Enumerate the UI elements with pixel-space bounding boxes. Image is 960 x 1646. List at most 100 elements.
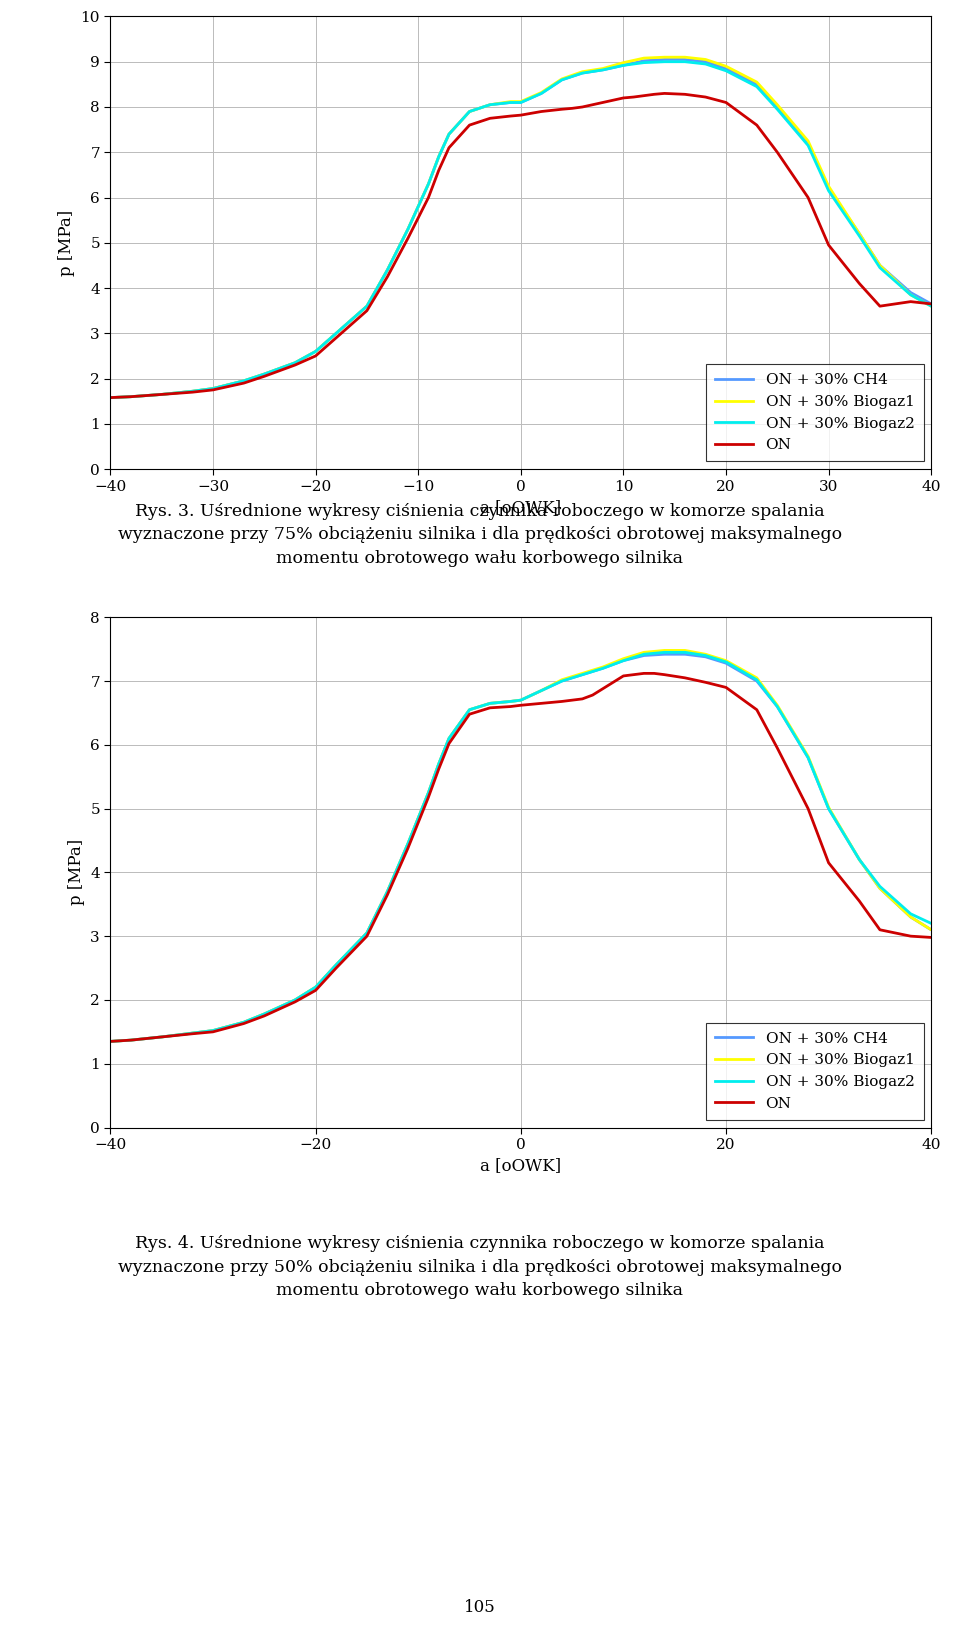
ON <box>156 385 167 405</box>
ON <box>638 86 650 105</box>
ON + 30% Biogaz2 <box>617 650 629 670</box>
ON + 30% Biogaz1 <box>186 382 198 402</box>
ON + 30% CH4 <box>617 650 629 670</box>
ON + 30% CH4 <box>617 56 629 76</box>
ON + 30% Biogaz1 <box>925 296 937 316</box>
ON + 30% CH4 <box>823 798 834 818</box>
ON + 30% CH4 <box>536 681 547 701</box>
ON + 30% Biogaz2 <box>772 696 783 716</box>
ON + 30% Biogaz2 <box>186 382 198 402</box>
ON + 30% CH4 <box>875 879 886 899</box>
ON + 30% CH4 <box>515 92 526 112</box>
ON <box>413 207 424 227</box>
ON <box>772 737 783 757</box>
ON + 30% Biogaz1 <box>186 1024 198 1044</box>
ON <box>289 356 300 375</box>
ON + 30% Biogaz1 <box>238 370 250 390</box>
ON <box>382 886 394 905</box>
ON <box>617 667 629 686</box>
ON + 30% Biogaz2 <box>330 955 342 974</box>
ON + 30% Biogaz2 <box>382 882 394 902</box>
ON + 30% Biogaz1 <box>700 49 711 69</box>
ON + 30% CH4 <box>803 747 814 767</box>
ON + 30% Biogaz1 <box>803 132 814 151</box>
ON + 30% Biogaz2 <box>484 95 495 115</box>
ON <box>258 367 270 387</box>
ON <box>648 663 660 683</box>
ON + 30% Biogaz1 <box>597 657 609 677</box>
ON + 30% CH4 <box>433 146 444 166</box>
ON + 30% CH4 <box>597 658 609 678</box>
ON + 30% Biogaz2 <box>402 219 414 239</box>
ON + 30% Biogaz1 <box>464 102 475 122</box>
ON <box>905 927 917 946</box>
ON + 30% Biogaz2 <box>556 71 567 91</box>
ON + 30% Biogaz2 <box>905 285 917 305</box>
Legend: ON + 30% CH4, ON + 30% Biogaz1, ON + 30% Biogaz2, ON: ON + 30% CH4, ON + 30% Biogaz1, ON + 30%… <box>706 1022 924 1119</box>
ON + 30% Biogaz2 <box>638 53 650 72</box>
ON + 30% Biogaz2 <box>207 1021 219 1040</box>
ON <box>433 759 444 779</box>
ON <box>361 927 372 946</box>
ON + 30% Biogaz1 <box>772 695 783 714</box>
ON + 30% Biogaz1 <box>925 920 937 940</box>
ON <box>505 107 516 127</box>
ON + 30% Biogaz2 <box>105 388 116 408</box>
ON + 30% Biogaz1 <box>289 989 300 1009</box>
Line: ON + 30% CH4: ON + 30% CH4 <box>110 653 931 1042</box>
ON + 30% Biogaz1 <box>105 1032 116 1052</box>
ON + 30% Biogaz1 <box>330 955 342 974</box>
ON + 30% Biogaz1 <box>515 690 526 709</box>
ON + 30% Biogaz2 <box>422 174 434 194</box>
ON + 30% Biogaz1 <box>125 1030 136 1050</box>
ON + 30% Biogaz2 <box>258 364 270 384</box>
ON + 30% Biogaz1 <box>207 379 219 398</box>
ON + 30% Biogaz2 <box>289 989 300 1009</box>
ON + 30% Biogaz2 <box>597 658 609 678</box>
Line: ON: ON <box>110 94 931 398</box>
ON + 30% Biogaz2 <box>413 198 424 217</box>
ON + 30% Biogaz1 <box>638 48 650 67</box>
ON + 30% Biogaz2 <box>679 51 690 71</box>
ON + 30% CH4 <box>925 920 937 940</box>
ON + 30% Biogaz1 <box>258 1004 270 1024</box>
ON + 30% Biogaz1 <box>444 125 455 145</box>
ON + 30% Biogaz2 <box>720 652 732 672</box>
ON + 30% Biogaz2 <box>289 352 300 372</box>
ON + 30% Biogaz2 <box>444 125 455 145</box>
ON + 30% Biogaz1 <box>556 670 567 690</box>
ON + 30% Biogaz1 <box>238 1012 250 1032</box>
ON + 30% CH4 <box>659 644 670 663</box>
ON + 30% Biogaz2 <box>310 978 322 997</box>
ON <box>444 734 455 754</box>
ON + 30% Biogaz1 <box>422 174 434 194</box>
ON + 30% Biogaz2 <box>310 342 322 362</box>
ON + 30% Biogaz2 <box>505 691 516 711</box>
ON <box>505 696 516 716</box>
ON + 30% CH4 <box>505 92 516 112</box>
ON <box>608 673 619 693</box>
ON + 30% Biogaz1 <box>617 649 629 668</box>
ON <box>105 388 116 408</box>
ON + 30% CH4 <box>402 835 414 854</box>
ON + 30% CH4 <box>772 696 783 716</box>
ON <box>597 92 609 112</box>
ON <box>402 838 414 858</box>
ON + 30% Biogaz1 <box>464 700 475 719</box>
ON <box>577 97 588 117</box>
ON + 30% Biogaz2 <box>464 102 475 122</box>
ON + 30% Biogaz1 <box>772 95 783 115</box>
ON + 30% Biogaz2 <box>156 385 167 405</box>
ON + 30% CH4 <box>156 385 167 405</box>
ON + 30% CH4 <box>659 49 670 69</box>
ON + 30% CH4 <box>700 647 711 667</box>
ON + 30% CH4 <box>823 179 834 199</box>
ON <box>361 301 372 321</box>
ON + 30% Biogaz1 <box>659 640 670 660</box>
ON + 30% CH4 <box>382 882 394 902</box>
ON + 30% CH4 <box>556 71 567 91</box>
ON + 30% Biogaz2 <box>659 642 670 662</box>
ON + 30% Biogaz1 <box>679 48 690 67</box>
ON + 30% Biogaz2 <box>444 729 455 749</box>
ON + 30% CH4 <box>853 849 865 869</box>
